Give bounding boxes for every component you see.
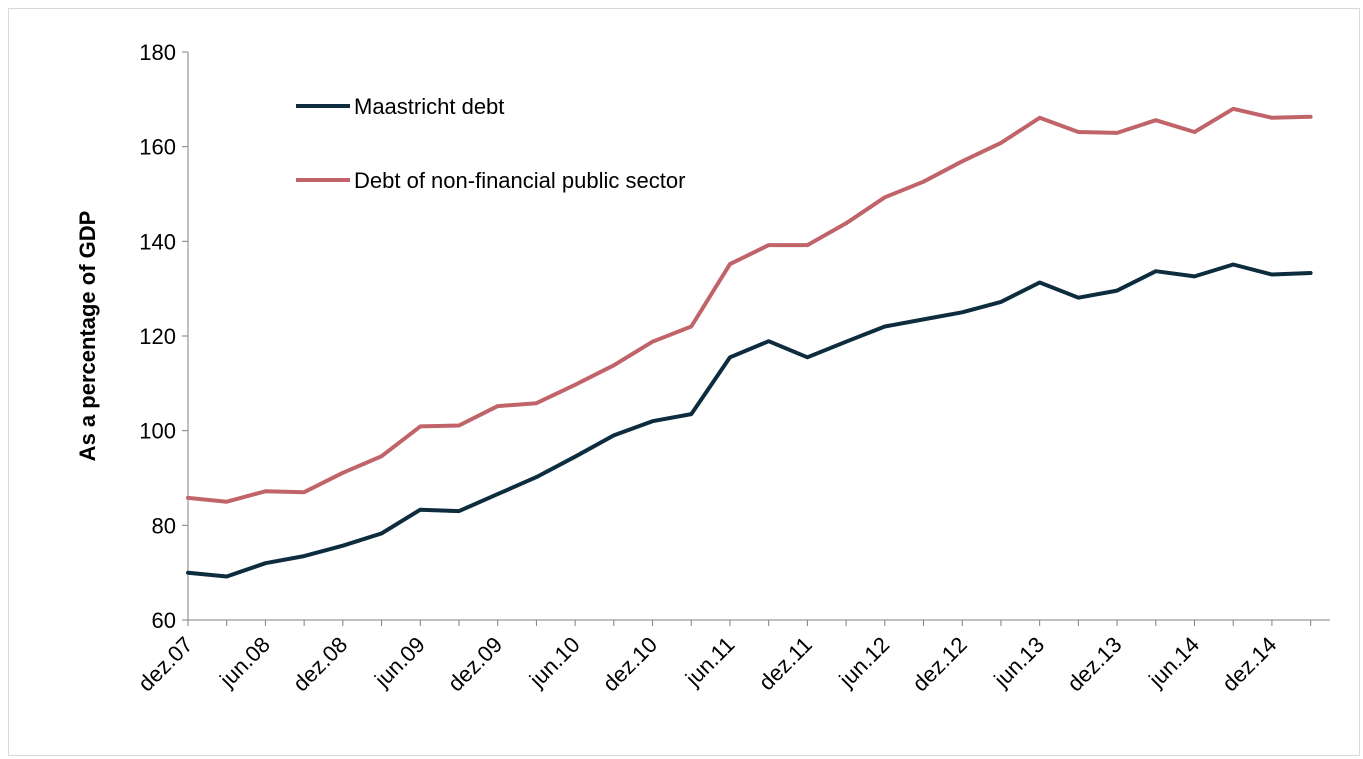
data-point (302, 490, 306, 494)
data-point (225, 500, 229, 504)
data-point (1309, 271, 1313, 275)
axes: 60 80 100 120 140 160 180 dez.07 jun.08 dez.08 jun… (133, 40, 1330, 696)
data-point (883, 195, 887, 199)
data-point (1231, 107, 1235, 111)
data-point (534, 475, 538, 479)
data-point (186, 496, 190, 500)
data-point (651, 419, 655, 423)
data-point (1193, 130, 1197, 134)
data-point (922, 317, 926, 321)
data-point (1193, 274, 1197, 278)
data-point (1076, 130, 1080, 134)
data-point (1038, 116, 1042, 120)
data-point (805, 243, 809, 247)
x-tick-label: jun.10 (524, 632, 585, 693)
data-point (186, 571, 190, 575)
data-point (883, 325, 887, 329)
data-point (844, 340, 848, 344)
data-point (263, 561, 267, 565)
data-point (728, 355, 732, 359)
data-point (689, 325, 693, 329)
data-point (999, 141, 1003, 145)
data-point (689, 412, 693, 416)
series-line-non-financial-public-sector-debt (186, 106, 1313, 504)
data-point (1154, 269, 1158, 273)
data-point (1115, 131, 1119, 135)
data-point (1309, 115, 1313, 119)
data-point (225, 574, 229, 578)
x-tick-label: dez.14 (1217, 632, 1281, 696)
legend-label: Maastricht debt (354, 94, 504, 119)
data-point (1076, 296, 1080, 300)
x-tick-label: jun.13 (988, 632, 1049, 693)
legend-label: Debt of non-financial public sector (354, 168, 685, 193)
x-tick-label: dez.13 (1062, 632, 1126, 696)
data-point (922, 180, 926, 184)
data-point (418, 424, 422, 428)
data-point (380, 531, 384, 535)
data-point (844, 221, 848, 225)
x-tick-label: jun.08 (214, 632, 275, 693)
data-point (573, 455, 577, 459)
y-tick-label: 180 (139, 40, 176, 65)
y-tick-label: 160 (139, 135, 176, 160)
x-tick-label: dez.11 (754, 632, 817, 695)
data-point (341, 471, 345, 475)
data-point (380, 454, 384, 458)
data-point (767, 243, 771, 247)
data-point (1270, 272, 1274, 276)
y-tick-label: 60 (152, 608, 176, 633)
legend: Maastricht debt Debt of non-financial pub… (296, 94, 685, 193)
data-point (496, 492, 500, 496)
x-tick-label: dez.12 (907, 632, 971, 696)
data-point (1231, 263, 1235, 267)
data-point (728, 262, 732, 266)
data-point (1038, 281, 1042, 285)
data-point (767, 339, 771, 343)
data-point (1154, 118, 1158, 122)
data-point (418, 508, 422, 512)
x-tick-label: jun.12 (834, 632, 895, 693)
data-point (612, 363, 616, 367)
data-point (302, 554, 306, 558)
y-tick-label: 80 (152, 513, 176, 538)
data-point (999, 300, 1003, 304)
data-point (457, 423, 461, 427)
data-point (1270, 116, 1274, 120)
x-tick-label: jun.09 (369, 632, 430, 693)
data-point (612, 433, 616, 437)
data-point (960, 310, 964, 314)
x-tick-label: dez.10 (598, 632, 662, 696)
data-point (651, 340, 655, 344)
y-axis-label: As a percentage of GDP (75, 211, 100, 462)
x-tick-label: dez.09 (443, 632, 507, 696)
x-tick-label: jun.14 (1143, 632, 1204, 693)
series-layer (186, 106, 1313, 579)
data-point (1115, 289, 1119, 293)
series-line-maastricht-debt (186, 262, 1313, 579)
data-point (496, 404, 500, 408)
y-tick-label: 140 (139, 229, 176, 254)
x-tick-label: dez.07 (133, 632, 197, 696)
y-tick-label: 100 (139, 419, 176, 444)
y-tick-label: 120 (139, 324, 176, 349)
x-tick-label: dez.08 (288, 632, 352, 696)
data-point (341, 544, 345, 548)
data-point (573, 383, 577, 387)
data-point (457, 509, 461, 513)
x-tick-label: jun.11 (680, 632, 740, 692)
chart-frame (8, 8, 1360, 756)
data-point (534, 401, 538, 405)
data-point (263, 489, 267, 493)
data-point (960, 159, 964, 163)
data-point (805, 355, 809, 359)
